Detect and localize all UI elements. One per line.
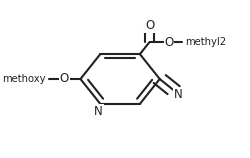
- Text: N: N: [94, 105, 103, 118]
- Text: N: N: [174, 88, 183, 101]
- Text: O: O: [60, 73, 69, 85]
- Text: methyl2: methyl2: [185, 37, 226, 47]
- Text: methoxy: methoxy: [2, 74, 46, 84]
- Text: O: O: [145, 19, 154, 32]
- Text: O: O: [164, 36, 173, 49]
